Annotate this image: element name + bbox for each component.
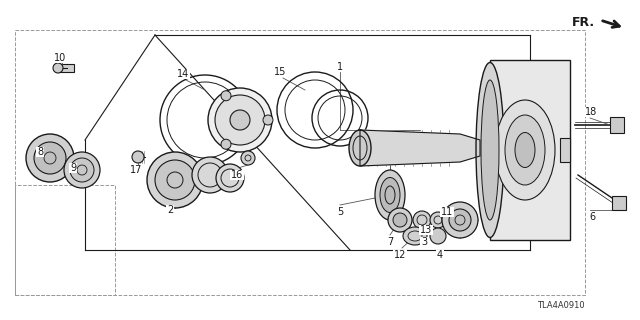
FancyBboxPatch shape [610, 117, 624, 133]
Text: 2: 2 [167, 205, 173, 215]
Circle shape [449, 209, 471, 231]
Text: 15: 15 [274, 67, 286, 77]
Circle shape [70, 158, 94, 182]
Circle shape [192, 157, 228, 193]
Circle shape [53, 63, 63, 73]
Circle shape [221, 91, 231, 101]
Text: 10: 10 [54, 53, 66, 63]
Ellipse shape [495, 100, 555, 200]
Circle shape [216, 164, 244, 192]
Ellipse shape [515, 132, 535, 167]
Circle shape [221, 139, 231, 149]
Circle shape [430, 212, 446, 228]
Circle shape [230, 110, 250, 130]
FancyBboxPatch shape [58, 64, 74, 72]
Circle shape [64, 152, 100, 188]
Text: FR.: FR. [572, 15, 595, 28]
Circle shape [430, 228, 446, 244]
Circle shape [263, 115, 273, 125]
Circle shape [208, 88, 272, 152]
Text: 6: 6 [589, 212, 595, 222]
Ellipse shape [481, 80, 499, 220]
FancyBboxPatch shape [612, 196, 626, 210]
Circle shape [147, 152, 203, 208]
Text: 1: 1 [337, 62, 343, 72]
Text: 14: 14 [177, 69, 189, 79]
Polygon shape [360, 130, 480, 166]
Ellipse shape [505, 115, 545, 185]
Text: 5: 5 [337, 207, 343, 217]
Text: 16: 16 [231, 170, 243, 180]
Circle shape [34, 142, 66, 174]
Ellipse shape [375, 170, 405, 220]
Circle shape [26, 134, 74, 182]
Circle shape [215, 95, 265, 145]
Text: 3: 3 [421, 237, 427, 247]
Text: 11: 11 [441, 207, 453, 217]
Ellipse shape [403, 227, 427, 245]
Ellipse shape [476, 62, 504, 237]
Text: TLA4A0910: TLA4A0910 [538, 301, 585, 310]
FancyBboxPatch shape [560, 138, 570, 162]
Circle shape [442, 202, 478, 238]
Circle shape [393, 213, 407, 227]
Ellipse shape [349, 130, 371, 166]
Text: 9: 9 [70, 163, 76, 173]
Text: 8: 8 [37, 147, 43, 157]
Text: 12: 12 [394, 250, 406, 260]
Text: 4: 4 [437, 250, 443, 260]
FancyBboxPatch shape [490, 60, 570, 240]
Circle shape [388, 208, 412, 232]
Text: 7: 7 [387, 237, 393, 247]
Circle shape [132, 151, 144, 163]
Ellipse shape [380, 178, 400, 212]
Circle shape [413, 211, 431, 229]
Text: 17: 17 [130, 165, 142, 175]
Text: 13: 13 [420, 225, 432, 235]
Text: 18: 18 [585, 107, 597, 117]
Circle shape [155, 160, 195, 200]
Circle shape [241, 151, 255, 165]
